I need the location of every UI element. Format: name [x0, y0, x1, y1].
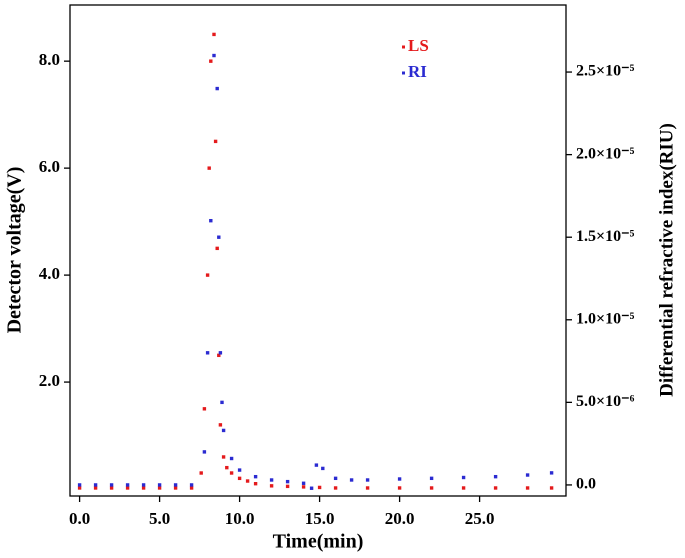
data-point	[333, 486, 338, 490]
data-point	[461, 475, 466, 480]
data-point	[205, 273, 210, 277]
data-point	[225, 465, 229, 470]
data-point	[321, 466, 325, 471]
legend-marker	[402, 71, 405, 75]
data-point	[217, 235, 221, 239]
y-tick-label: 8.0	[39, 50, 60, 69]
data-point	[125, 483, 130, 487]
data-point	[109, 483, 114, 487]
data-point	[221, 428, 226, 433]
data-point	[77, 486, 82, 490]
data-point	[157, 486, 162, 490]
x-tick-label: 20.0	[385, 509, 415, 528]
data-point	[221, 455, 226, 459]
data-point	[317, 485, 322, 490]
data-point	[213, 139, 218, 144]
data-point	[215, 86, 219, 91]
data-point	[269, 484, 274, 488]
x-tick-label: 10.0	[225, 509, 255, 528]
data-point	[93, 486, 98, 490]
data-point	[173, 486, 178, 490]
data-point	[237, 468, 242, 472]
y-tick-label: 4.0	[39, 264, 60, 283]
data-point	[220, 400, 224, 405]
data-point	[209, 59, 213, 63]
data-point	[209, 218, 213, 223]
data-point	[205, 351, 210, 355]
data-point	[212, 53, 216, 58]
data-point	[212, 32, 216, 37]
data-point	[314, 463, 319, 467]
y-tick-label: 2.0	[39, 371, 60, 390]
x-axis-label: Time(min)	[273, 531, 364, 553]
data-point	[285, 479, 290, 484]
data-point	[189, 486, 194, 490]
y2-tick-label: 2.5×10⁻⁵	[576, 63, 635, 80]
data-point	[218, 423, 223, 427]
data-point	[349, 478, 354, 482]
data-point	[202, 450, 207, 454]
data-point	[365, 478, 370, 482]
legend-label: RI	[408, 62, 427, 81]
data-point	[229, 471, 234, 475]
data-point	[269, 478, 274, 482]
data-point	[301, 481, 306, 485]
y2-tick-label: 1.5×10⁻⁵	[576, 228, 635, 245]
data-point	[429, 476, 434, 481]
y-tick-label: 6.0	[39, 157, 60, 176]
data-point	[493, 474, 498, 479]
y-axis-label: Detector voltage(V)	[4, 167, 26, 334]
data-point	[253, 481, 258, 486]
y2-tick-label: 0.0	[576, 476, 596, 493]
data-point	[215, 246, 219, 251]
data-point	[199, 471, 203, 475]
data-point	[285, 484, 290, 489]
data-point	[93, 483, 98, 487]
x-tick-label: 15.0	[305, 509, 335, 528]
data-point	[253, 474, 258, 479]
data-point	[189, 483, 194, 487]
data-point	[141, 486, 146, 490]
data-point	[125, 486, 130, 490]
data-point	[525, 486, 530, 490]
data-point	[365, 486, 370, 490]
data-point	[309, 486, 314, 490]
data-point	[141, 483, 146, 487]
plot-frame	[69, 4, 567, 497]
data-point	[109, 486, 114, 490]
plot-area	[77, 32, 554, 490]
legend-marker	[402, 45, 405, 49]
x-tick-label: 0.0	[69, 509, 90, 528]
data-point	[461, 486, 466, 490]
data-point	[237, 476, 242, 481]
data-point	[207, 166, 211, 170]
data-point	[549, 486, 554, 490]
data-point	[301, 485, 306, 489]
x-tick-label: 5.0	[149, 509, 170, 528]
data-point	[173, 483, 178, 487]
data-point	[525, 473, 530, 477]
data-point	[245, 479, 250, 483]
data-point	[202, 407, 207, 411]
data-point	[397, 477, 402, 481]
legend-label: LS	[408, 36, 429, 55]
data-point	[157, 483, 162, 487]
y2-axis-label: Differential refractive index(RIU)	[656, 123, 677, 397]
data-point	[493, 486, 498, 490]
data-point	[229, 456, 234, 461]
data-point	[549, 471, 554, 475]
data-point	[333, 476, 338, 481]
data-point	[218, 351, 223, 355]
data-point	[429, 486, 434, 490]
y2-tick-label: 1.0×10⁻⁵	[576, 310, 635, 327]
x-tick-label: 25.0	[465, 509, 495, 528]
data-point	[77, 483, 82, 487]
y2-tick-label: 5.0×10⁻⁶	[576, 393, 635, 410]
y2-tick-label: 2.0×10⁻⁵	[576, 145, 635, 162]
data-point	[217, 353, 221, 358]
data-point	[397, 486, 402, 490]
